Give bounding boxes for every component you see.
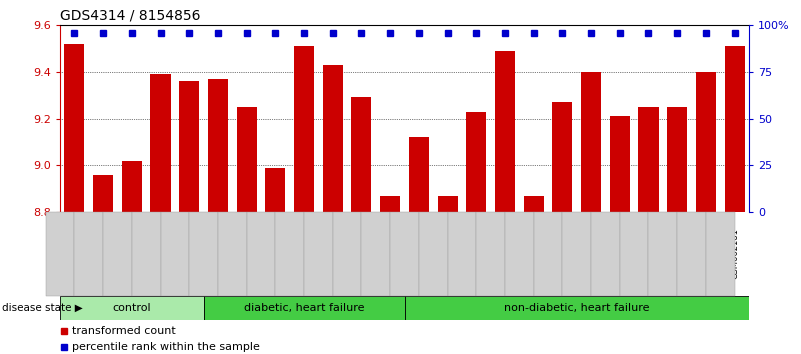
Text: GSM662174: GSM662174 xyxy=(529,229,538,279)
Text: GSM662163: GSM662163 xyxy=(213,228,223,280)
Text: GSM662173: GSM662173 xyxy=(501,228,509,280)
Text: GSM662176: GSM662176 xyxy=(586,228,596,280)
Bar xyxy=(405,296,749,320)
Text: GSM662172: GSM662172 xyxy=(472,229,481,279)
Text: GSM662166: GSM662166 xyxy=(300,228,308,280)
Text: GSM662160: GSM662160 xyxy=(127,229,136,279)
Bar xyxy=(64,44,84,212)
Bar xyxy=(553,102,573,212)
Text: GSM662179: GSM662179 xyxy=(673,229,682,279)
Text: GSM662169: GSM662169 xyxy=(385,229,395,279)
Bar xyxy=(294,46,314,212)
Text: GSM662159: GSM662159 xyxy=(99,229,107,279)
Text: GSM662177: GSM662177 xyxy=(615,228,624,280)
Text: non-diabetic, heart failure: non-diabetic, heart failure xyxy=(504,303,650,313)
Bar xyxy=(380,196,400,212)
Bar xyxy=(203,296,405,320)
Bar xyxy=(495,51,515,212)
Bar xyxy=(323,65,343,212)
Text: GSM662167: GSM662167 xyxy=(328,228,337,280)
Text: GDS4314 / 8154856: GDS4314 / 8154856 xyxy=(60,8,200,22)
Bar xyxy=(667,107,687,212)
Bar xyxy=(581,72,601,212)
Text: GSM662181: GSM662181 xyxy=(730,229,739,279)
Bar xyxy=(236,107,256,212)
Text: disease state ▶: disease state ▶ xyxy=(2,303,83,313)
Bar xyxy=(466,112,486,212)
Text: GSM662162: GSM662162 xyxy=(185,229,194,279)
Text: percentile rank within the sample: percentile rank within the sample xyxy=(72,342,260,352)
Bar xyxy=(122,161,142,212)
Bar xyxy=(265,168,285,212)
Bar xyxy=(60,296,203,320)
Text: GSM662164: GSM662164 xyxy=(242,229,252,279)
Text: GSM662178: GSM662178 xyxy=(644,228,653,280)
Text: GSM662180: GSM662180 xyxy=(702,229,710,279)
Text: GSM662168: GSM662168 xyxy=(357,228,366,280)
Bar xyxy=(208,79,228,212)
Bar xyxy=(93,175,113,212)
Bar xyxy=(725,46,745,212)
Bar xyxy=(409,137,429,212)
Text: GSM662165: GSM662165 xyxy=(271,229,280,279)
Text: GSM662171: GSM662171 xyxy=(443,229,452,279)
Bar xyxy=(179,81,199,212)
Text: control: control xyxy=(112,303,151,313)
Text: GSM662158: GSM662158 xyxy=(70,229,79,279)
Bar xyxy=(151,74,171,212)
Text: GSM662175: GSM662175 xyxy=(557,229,567,279)
Bar xyxy=(352,97,372,212)
Text: GSM662161: GSM662161 xyxy=(156,229,165,279)
Bar xyxy=(610,116,630,212)
Text: transformed count: transformed count xyxy=(72,326,176,336)
Bar xyxy=(524,196,544,212)
Bar xyxy=(696,72,716,212)
Text: GSM662170: GSM662170 xyxy=(414,229,424,279)
Bar xyxy=(437,196,457,212)
Text: diabetic, heart failure: diabetic, heart failure xyxy=(244,303,364,313)
Bar xyxy=(638,107,658,212)
